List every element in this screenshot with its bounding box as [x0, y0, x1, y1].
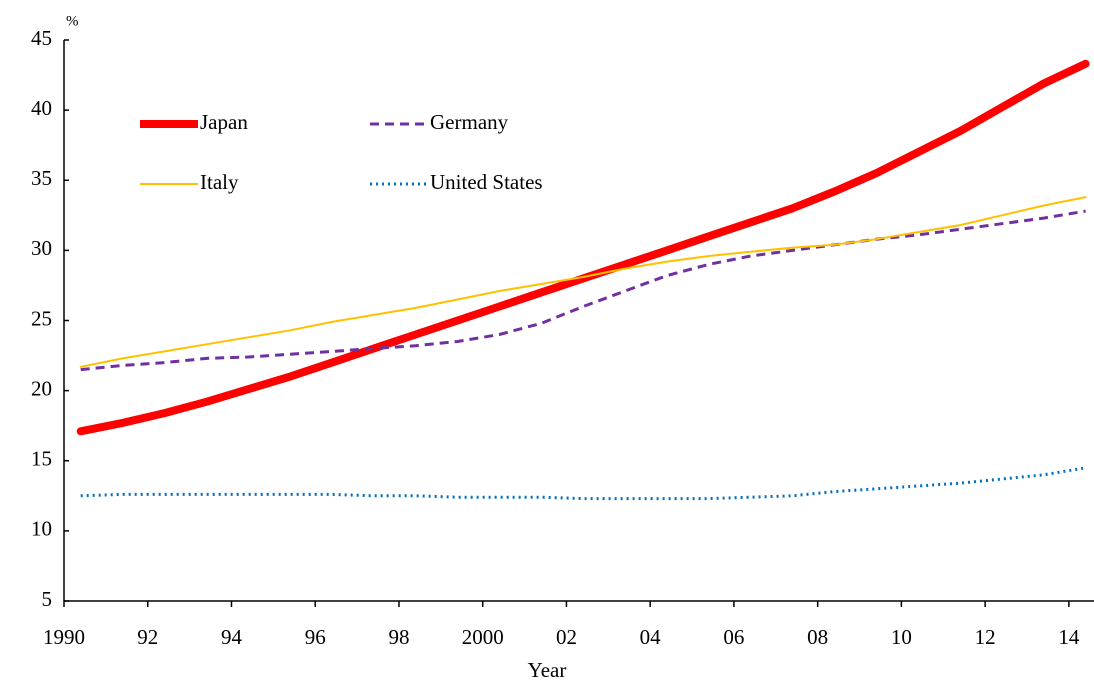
x-tick-label: 94: [221, 625, 243, 649]
x-tick-label: 12: [975, 625, 996, 649]
y-axis-label: %: [66, 13, 79, 29]
x-tick-label: 96: [305, 625, 326, 649]
y-tick-label: 30: [31, 236, 52, 260]
x-axis-label: Year: [528, 658, 567, 682]
legend-label: Germany: [430, 110, 509, 134]
x-tick-label: 04: [640, 625, 662, 649]
series-line: [76, 59, 1090, 436]
series-line: [80, 466, 1086, 501]
y-tick-label: 15: [31, 447, 52, 471]
legend-label: United States: [430, 170, 543, 194]
y-tick-label: 45: [31, 26, 52, 50]
series-line: [80, 209, 1086, 372]
series-line: [79, 196, 1087, 368]
x-tick-label: 92: [137, 625, 158, 649]
x-tick-label: 1990: [43, 625, 85, 649]
x-tick-label: 06: [723, 625, 744, 649]
x-tick-label: 02: [556, 625, 577, 649]
x-tick-label: 10: [891, 625, 912, 649]
x-tick-label: 98: [388, 625, 409, 649]
legend-label: Japan: [200, 110, 248, 134]
y-tick-label: 10: [31, 517, 52, 541]
y-tick-label: 5: [42, 587, 53, 611]
y-tick-label: 25: [31, 306, 52, 330]
legend-label: Italy: [200, 170, 239, 194]
x-tick-label: 14: [1058, 625, 1080, 649]
x-tick-label: 2000: [462, 625, 504, 649]
y-tick-label: 40: [31, 96, 52, 120]
x-tick-label: 08: [807, 625, 828, 649]
y-tick-label: 20: [31, 376, 52, 400]
y-tick-label: 35: [31, 166, 52, 190]
